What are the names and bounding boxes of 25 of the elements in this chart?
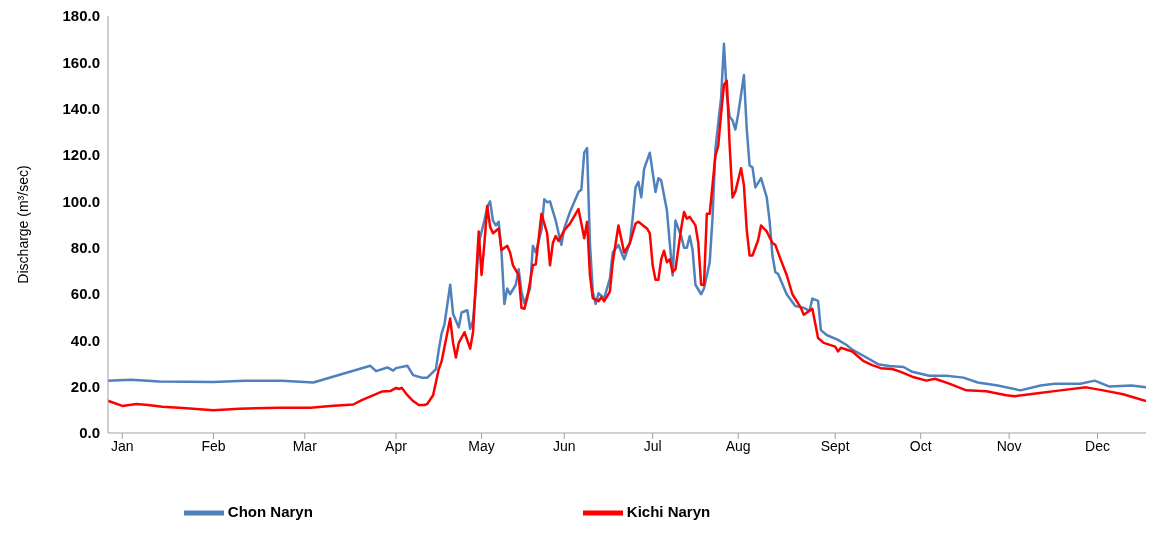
y-tick-label: 80.0 <box>70 238 100 256</box>
y-tick-label: 20.0 <box>70 377 100 395</box>
y-axis-title: Discharge (m³/sec) <box>14 165 31 284</box>
x-tick-label: Sept <box>820 437 850 454</box>
x-tick-label: Jul <box>643 437 662 454</box>
y-tick-label: 160.0 <box>62 53 100 71</box>
x-tick-label: Aug <box>725 437 751 454</box>
x-tick-label: Dec <box>1085 437 1110 454</box>
y-tick-label: 100.0 <box>62 192 100 210</box>
y-tick-label: 180.0 <box>62 7 100 25</box>
x-tick-label: May <box>468 437 495 454</box>
x-tick-label: Nov <box>996 437 1022 454</box>
y-tick-label: 140.0 <box>62 99 100 117</box>
y-tick-label: 60.0 <box>70 285 100 303</box>
y-tick-label: 0.0 <box>79 424 100 442</box>
legend-label: Kichi Naryn <box>626 502 711 520</box>
y-tick-label: 40.0 <box>70 331 100 349</box>
x-tick-label: Apr <box>385 437 408 454</box>
x-tick-label: Feb <box>201 437 226 454</box>
x-tick-label: Jan <box>110 437 134 454</box>
y-tick-label: 120.0 <box>62 146 100 164</box>
x-tick-label: Jun <box>552 437 576 454</box>
x-tick-label: Mar <box>292 437 318 454</box>
x-tick-label: Oct <box>909 437 932 454</box>
legend-label: Chon Naryn <box>227 502 313 520</box>
